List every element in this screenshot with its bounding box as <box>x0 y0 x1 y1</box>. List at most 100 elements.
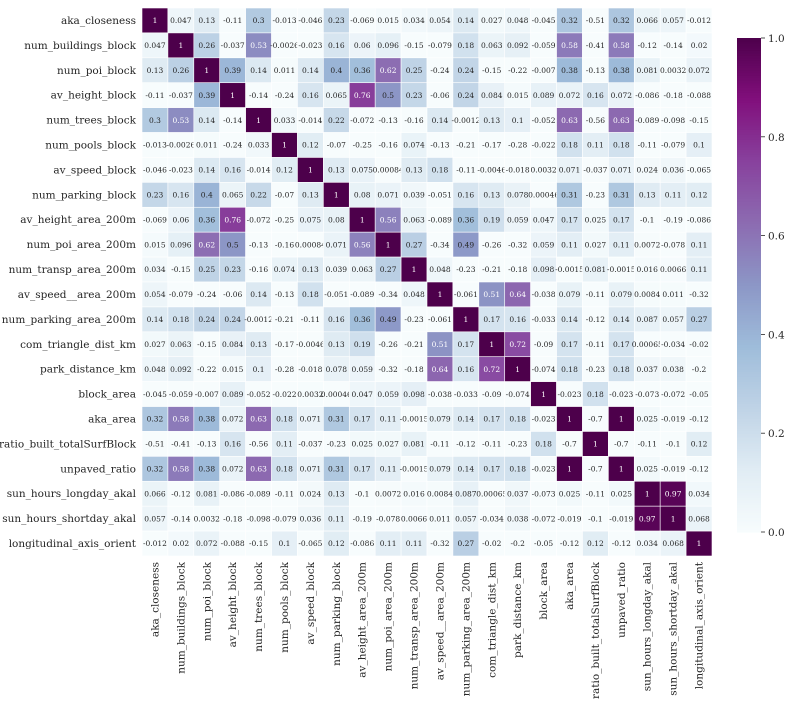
cell-value-label: 0.14 <box>458 16 475 25</box>
heatmap-cell <box>167 356 195 382</box>
heatmap-cell <box>685 57 713 84</box>
heatmap-cell <box>426 182 454 208</box>
cell-value-label: -0.12 <box>689 415 708 424</box>
colorbar-segment <box>737 467 761 471</box>
column-label: av_height_area_200m <box>357 562 369 678</box>
cell-value-label: 0.096 <box>170 240 192 249</box>
heatmap-cell <box>167 82 195 108</box>
colorbar-segment <box>737 287 761 291</box>
cell-value-label: 0.039 <box>326 265 348 274</box>
cell-value-label: -0.15 <box>197 340 216 349</box>
cell-value-label: 0.081 <box>585 265 606 274</box>
cell-value-label: -0.019 <box>661 415 685 424</box>
heatmap-cell <box>685 431 713 457</box>
cell-value-label: 0.64 <box>509 290 526 299</box>
cell-value-label: -0.13 <box>379 116 398 125</box>
cell-value-label: -0.09 <box>534 340 553 349</box>
cell-value-label: 0.12 <box>691 191 708 200</box>
cell-value-label: 0.057 <box>144 514 166 523</box>
heatmap-cell <box>659 82 687 108</box>
cell-value-label: 0.32 <box>147 465 164 474</box>
heatmap-cell <box>452 206 480 233</box>
cell-value-label: -0.07 <box>327 141 346 150</box>
cell-value-label: -0.073 <box>635 390 659 399</box>
colorbar-segment <box>737 299 761 303</box>
cell-value-label: 0.038 <box>662 365 684 374</box>
colorbar-segment <box>737 102 761 106</box>
heatmap-cell <box>530 505 557 532</box>
heatmap-cell <box>685 182 713 208</box>
heatmap-cell <box>426 57 454 84</box>
colorbar-segment <box>737 475 761 479</box>
cell-value-label: 0.16 <box>458 191 475 200</box>
colorbar-segment <box>737 183 761 187</box>
colorbar-segment <box>737 507 761 511</box>
heatmap-cell <box>556 331 583 358</box>
cell-value-label: 0.025 <box>636 465 658 474</box>
row-label: sun_hours_longday_akal <box>7 488 137 500</box>
cell-value-label: -0.034 <box>661 340 685 349</box>
cell-value-label: 0.24 <box>198 315 215 324</box>
heatmap-cell <box>271 7 298 34</box>
heatmap-cell <box>141 530 169 557</box>
cell-value-label: 0.18 <box>432 166 449 175</box>
cell-value-label: 0.0084 <box>634 290 660 299</box>
colorbar-segment <box>737 40 761 44</box>
cell-value-label: -0.013 <box>272 16 296 25</box>
colorbar-segment <box>737 522 761 526</box>
heatmap-cell <box>374 281 402 308</box>
cell-value-label: 0.23 <box>224 265 241 274</box>
cell-value-label: -0.11 <box>586 489 605 498</box>
cell-value-label: 0.49 <box>380 315 397 324</box>
heatmap-cell <box>608 157 635 183</box>
cell-value-label: 0.1 <box>253 365 265 374</box>
cell-value-label: 1 <box>489 340 494 349</box>
heatmap-cell <box>426 132 454 158</box>
cell-value-label: 0.17 <box>483 415 500 424</box>
colorbar-segment <box>737 433 761 437</box>
heatmap-cell <box>219 82 246 108</box>
cell-value-label: 0.31 <box>613 191 630 200</box>
heatmap-cell <box>400 206 428 233</box>
cell-value-label: 0.057 <box>662 16 684 25</box>
cell-value-label: 0.12 <box>587 539 604 548</box>
cell-value-label: -0.41 <box>171 440 190 449</box>
heatmap-cell <box>452 456 480 482</box>
heatmap-cell <box>685 530 713 557</box>
cell-value-label: 0.036 <box>300 514 322 523</box>
cell-value-label: -0.069 <box>350 16 374 25</box>
heatmap-cell <box>659 306 687 333</box>
heatmap-cell <box>608 356 635 382</box>
cell-value-label: 0.63 <box>613 116 630 125</box>
heatmap-cell <box>323 7 350 34</box>
cell-value-label: -0.0046 <box>296 340 325 349</box>
cell-value-label: 0.18 <box>276 415 293 424</box>
cell-value-label: 0.084 <box>222 340 244 349</box>
row-label: av_height_area_200m <box>20 214 136 226</box>
cell-value-label: -0.052 <box>247 390 271 399</box>
cell-value-label: -0.086 <box>635 91 659 100</box>
cell-value-label: 0.53 <box>173 116 190 125</box>
cell-value-label: 0.034 <box>688 489 710 498</box>
colorbar-segment <box>737 448 761 452</box>
heatmap-cell <box>400 107 428 133</box>
cell-value-label: -0.023 <box>298 41 322 50</box>
cell-value-label: 0.027 <box>144 340 166 349</box>
colorbar-segment <box>737 119 761 123</box>
cell-value-label: 0.011 <box>429 514 450 523</box>
heatmap-cell <box>685 281 713 308</box>
cell-value-label: 0.072 <box>688 66 710 75</box>
cell-value-label: 0.024 <box>300 489 322 498</box>
cell-value-label: -0.24 <box>430 66 449 75</box>
cell-value-label: 0.033 <box>274 116 296 125</box>
cell-value-label: 0.025 <box>559 489 581 498</box>
heatmap-cell <box>193 480 221 507</box>
heatmap-cell <box>582 82 609 108</box>
cell-value-label: -0.034 <box>480 514 504 523</box>
heatmap-cell <box>530 331 557 358</box>
colorbar-segment <box>737 196 761 200</box>
cell-value-label: -0.051 <box>324 290 348 299</box>
cell-value-label: -0.21 <box>275 315 294 324</box>
colorbar-segment <box>737 408 761 412</box>
colorbar-segment <box>737 176 761 180</box>
